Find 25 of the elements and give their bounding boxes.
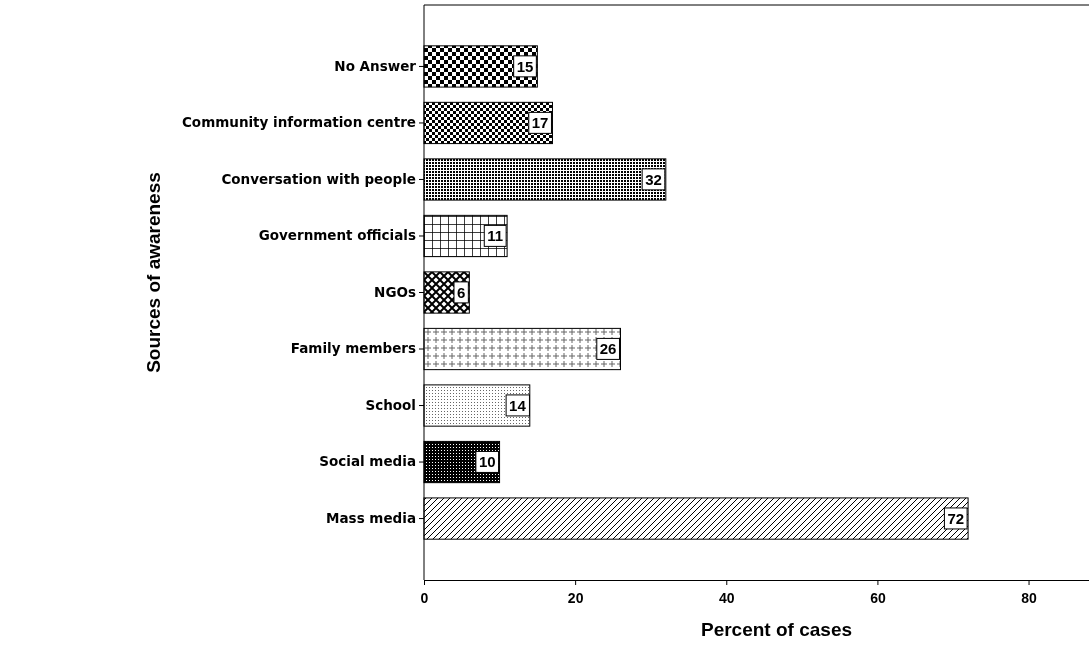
y-tick-label: Conversation with people xyxy=(221,170,416,187)
data-label: 10 xyxy=(478,453,496,471)
y-tick-label: NGOs xyxy=(374,283,416,300)
x-tick-label: 20 xyxy=(567,590,584,607)
data-label: 11 xyxy=(487,227,504,245)
data-label: 15 xyxy=(516,57,534,75)
y-tick-label: Community information centre xyxy=(181,114,416,131)
data-label: 72 xyxy=(947,509,965,527)
y-tick-label: Social media xyxy=(319,453,416,470)
data-label: 17 xyxy=(531,114,549,132)
y-tick-label: Mass media xyxy=(326,509,416,526)
x-tick-label: 40 xyxy=(718,590,735,607)
x-tick-label: 80 xyxy=(1021,590,1038,607)
y-tick-label: Family members xyxy=(290,340,416,357)
data-label: 6 xyxy=(457,283,466,301)
data-label: 26 xyxy=(599,340,617,358)
x-tick-label: 0 xyxy=(420,590,429,607)
y-tick-label: School xyxy=(365,396,416,413)
y-tick-label: No Answer xyxy=(334,57,417,74)
x-axis-title: Percent of cases xyxy=(700,619,853,640)
x-tick-label: 60 xyxy=(870,590,886,607)
y-tick-label: Government officials xyxy=(258,227,416,244)
data-label: 32 xyxy=(645,170,662,188)
y-axis-title: Sources of awareness xyxy=(142,172,164,373)
data-label: 14 xyxy=(509,396,527,414)
